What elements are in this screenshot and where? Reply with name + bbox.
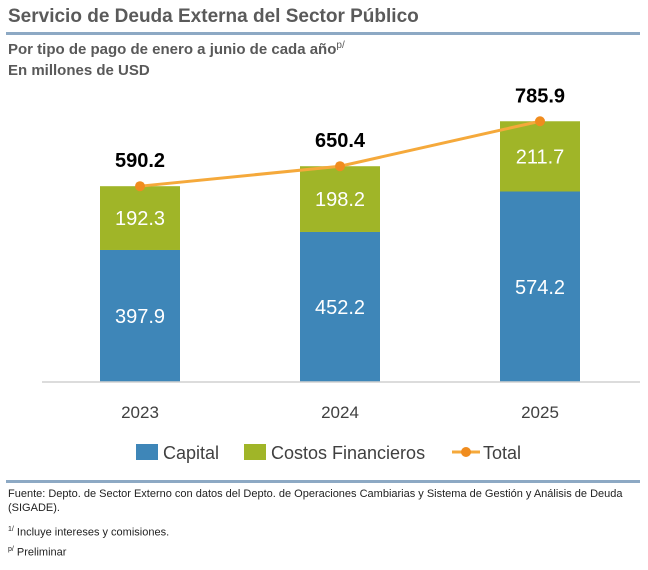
subtitle-text: Por tipo de pago de enero a junio de cad…	[8, 41, 337, 58]
bar-2023-capital	[100, 249, 180, 382]
total-label-2025: 785.9	[515, 85, 565, 107]
footnote-1-text: Incluye intereses y comisiones.	[13, 526, 170, 539]
data-label-2023-capital: 397.9	[115, 306, 165, 328]
title-divider	[6, 32, 640, 35]
legend-label-capital: Capital	[163, 443, 219, 463]
bar-2024-capital	[300, 231, 380, 382]
x-tick-label-2024: 2024	[321, 403, 359, 422]
legend-swatch-costos-financieros	[244, 444, 266, 460]
footnote-2-marker: p/	[8, 546, 14, 553]
subtitle-superscript: p/	[336, 40, 345, 51]
legend-marker-total	[461, 447, 471, 457]
data-label-2025-costos-financieros: 211.7	[516, 146, 565, 168]
data-label-2024-capital: 452.2	[315, 297, 365, 319]
total-point-2023	[135, 181, 145, 192]
x-tick-label-2023: 2023	[121, 403, 159, 422]
footnote-2-text: Preliminar	[13, 546, 67, 559]
legend-label-costos-financieros: Costos Financieros	[271, 443, 425, 463]
chart-units: En millones de USD	[8, 62, 150, 79]
x-tick-label-2025: 2025	[521, 403, 559, 422]
chart-title: Servicio de Deuda Externa del Sector Púb…	[8, 6, 419, 27]
source-note: Fuente: Depto. de Sector Externo con dat…	[8, 488, 623, 514]
footnote-1-marker: 1/	[8, 526, 14, 533]
chart-subtitle: Por tipo de pago de enero a junio de cad…	[8, 40, 345, 58]
stacked-bar-chart: 397.9 192.3 2023 452.2 198.2 2024 574.2 211.7 20…	[42, 85, 640, 463]
total-label-2024: 650.4	[315, 130, 366, 152]
footnote-1: 1/ Incluye intereses y comisiones.	[8, 523, 169, 540]
data-label-2024-costos-financieros: 198.2	[315, 189, 365, 211]
bar-2024-costos-financieros	[300, 166, 380, 232]
bar-2023-costos-financieros	[100, 186, 180, 250]
bar-2025-capital	[500, 191, 580, 382]
legend-swatch-capital	[136, 444, 158, 460]
legend-label-total: Total	[483, 443, 521, 463]
footer-divider	[6, 480, 640, 483]
total-point-2025	[535, 116, 545, 127]
total-point-2024	[335, 161, 345, 172]
bar-2025-costos-financieros	[500, 121, 580, 192]
total-label-2023: 590.2	[115, 150, 165, 172]
data-label-2023-costos-financieros: 192.3	[115, 208, 165, 230]
data-label-2025-capital: 574.2	[515, 277, 565, 299]
footnote-2: p/ Preliminar	[8, 543, 66, 560]
